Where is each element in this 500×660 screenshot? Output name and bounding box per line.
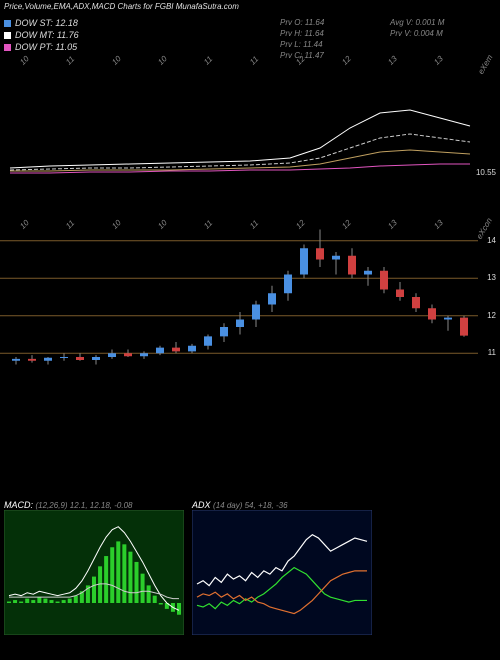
x-tick: 12 [340, 54, 353, 67]
indicator-panels: MACD: (12,26,9) 12.1, 12.18, -0.08 ADX (… [4, 500, 372, 640]
adx-params: (14 day) 54, +18, -36 [213, 501, 288, 510]
legend-row: DOW MT: 11.76 [4, 30, 79, 40]
legend-row: DOW ST: 12.18 [4, 18, 79, 28]
candle-panel: 10111010111112121313eXcon11121314 [0, 222, 500, 372]
grid-label: 11 [488, 348, 496, 357]
macd-panel: MACD: (12,26,9) 12.1, 12.18, -0.08 [4, 500, 184, 640]
legend-label: DOW PT: 11.05 [15, 42, 77, 52]
info-row: Prv O: 11.64 [280, 18, 324, 27]
x-tick: 10 [110, 218, 123, 231]
adx-chart [192, 510, 372, 635]
chart-title: Price,Volume,EMA,ADX,MACD Charts for FGB… [4, 2, 239, 11]
x-tick: 13 [432, 218, 445, 231]
x-tick: 11 [248, 54, 260, 66]
x-tick: 10 [18, 218, 31, 231]
x-tick: 11 [202, 54, 214, 66]
grid-label: 12 [487, 311, 496, 320]
legend-swatch [4, 44, 11, 51]
x-ticks: 10 11 10 10 11 11 12 12 13 13 [0, 56, 500, 68]
legend-swatch [4, 20, 11, 27]
x-tick: 10 [156, 218, 169, 231]
macd-chart [4, 510, 184, 635]
grid-label: 13 [487, 273, 496, 282]
info-row: Prv L: 11.44 [280, 40, 324, 49]
legend-row: DOW PT: 11.05 [4, 42, 79, 52]
x-tick: 10 [156, 54, 169, 67]
legend: DOW ST: 12.18 DOW MT: 11.76 DOW PT: 11.05 [4, 18, 79, 54]
x-tick: 11 [64, 218, 76, 230]
x-tick: 12 [340, 218, 353, 231]
info-row: Prv V: 0.004 M [390, 29, 444, 38]
x-tick: 10 [110, 54, 123, 67]
x-tick: 12 [294, 218, 307, 231]
price-ref-label: 10.55 [476, 168, 496, 177]
x-tick: 13 [386, 218, 399, 231]
x-tick: 11 [202, 218, 214, 230]
adx-panel: ADX (14 day) 54, +18, -36 [192, 500, 372, 640]
x-tick: 11 [64, 54, 76, 66]
grid-label: 14 [487, 236, 496, 245]
macd-title: MACD: [4, 500, 33, 510]
x-tick: 13 [432, 54, 445, 67]
x-tick: 11 [248, 218, 260, 230]
ema-panel: 10111010111112121313eXem10.55 [0, 58, 500, 198]
adx-title: ADX [192, 500, 211, 510]
legend-swatch [4, 32, 11, 39]
volume-info: Avg V: 0.001 M Prv V: 0.004 M [390, 18, 444, 40]
x-tick: 10 [18, 54, 31, 67]
legend-label: DOW ST: 12.18 [15, 18, 78, 28]
x-tick: 13 [386, 54, 399, 67]
info-row: Prv H: 11.64 [280, 29, 324, 38]
x-tick: 12 [294, 54, 307, 67]
info-row: Avg V: 0.001 M [390, 18, 444, 27]
macd-params: (12,26,9) 12.1, 12.18, -0.08 [36, 501, 133, 510]
x-ticks: 10 11 10 10 11 11 12 12 13 13 [0, 220, 500, 232]
legend-label: DOW MT: 11.76 [15, 30, 79, 40]
